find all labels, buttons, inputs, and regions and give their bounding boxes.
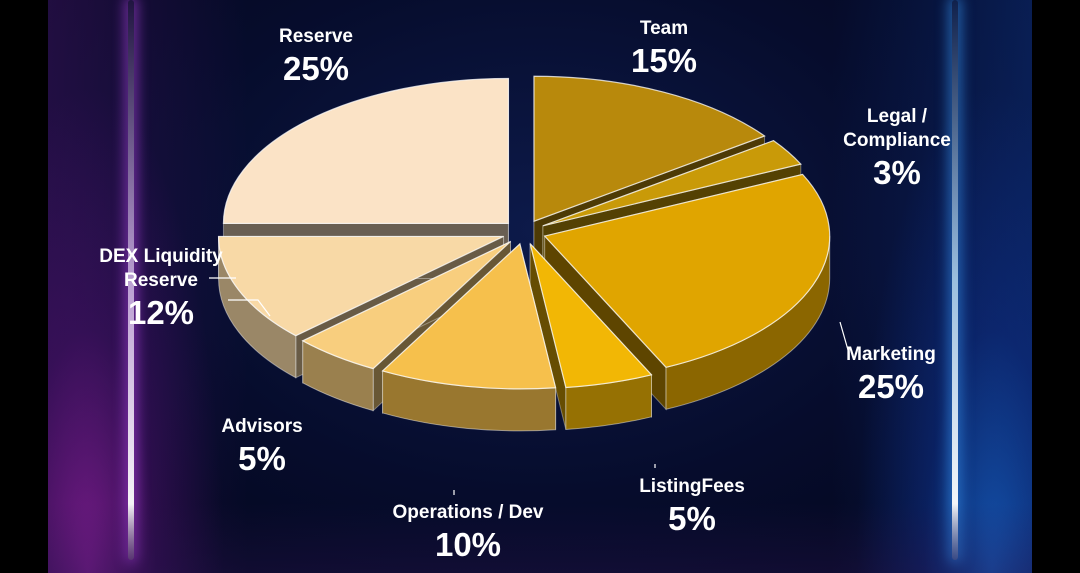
slice-percent-label: 15% <box>631 42 697 79</box>
slice-name-label: Reserve <box>279 26 353 47</box>
slice-percent-label: 5% <box>668 500 716 537</box>
left-light-bar <box>128 0 134 560</box>
slice-listingfees <box>529 242 653 431</box>
left-glow <box>48 0 248 573</box>
right-glow <box>832 0 1032 573</box>
label-team: Team 15% <box>631 18 697 79</box>
chart-background: Team 15% Legal / Compliance 3% Marketing 25% Li… <box>48 0 1032 573</box>
label-advisors: Advisors 5% <box>221 416 302 477</box>
floor-reflection <box>48 503 1032 573</box>
slice-top <box>301 241 511 370</box>
label-marketing: Marketing 25% <box>846 344 936 405</box>
slice-percent-label: 5% <box>238 440 286 477</box>
slice-percent-label: 10% <box>435 526 501 563</box>
slice-top <box>381 242 557 390</box>
slice-top <box>529 243 653 389</box>
pie-slices <box>217 75 831 432</box>
slice-percent-label: 12% <box>128 294 194 331</box>
slice-marketing <box>543 173 831 411</box>
slice-percent-label: 3% <box>873 154 921 191</box>
slice-top <box>533 75 766 223</box>
slice-top <box>222 77 510 225</box>
label-reserve: Reserve 25% <box>279 26 353 87</box>
slice-operations-dev <box>381 242 557 432</box>
leader-line <box>839 321 849 351</box>
slice-name-label: Advisors <box>221 416 302 437</box>
label-listingfees: ListingFees 5% <box>639 476 745 537</box>
slice-name-label: Operations / Dev <box>393 502 544 523</box>
label-operations-dev: Operations / Dev 10% <box>393 502 544 563</box>
slice-name-label: Team <box>640 18 688 39</box>
slice-percent-label: 25% <box>858 368 924 405</box>
slice-percent-label: 25% <box>283 50 349 87</box>
slice-name-label: ListingFees <box>639 476 745 497</box>
leader-line <box>228 299 271 317</box>
right-light-bar <box>952 0 958 560</box>
slice-name-label: DEX Liquidity Reserve <box>99 246 223 291</box>
slice-top <box>217 235 504 337</box>
leader-lines <box>209 277 849 495</box>
slice-name-label: Legal / Compliance <box>843 106 951 151</box>
slice-top <box>542 139 802 227</box>
slice-name-label: Marketing <box>846 344 936 365</box>
slice-top <box>543 173 831 368</box>
